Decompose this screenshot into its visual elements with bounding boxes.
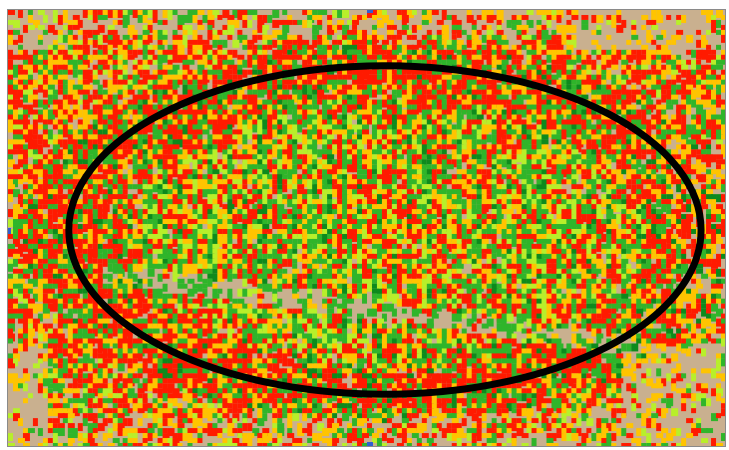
selection-handle-bottom[interactable] bbox=[367, 442, 373, 446]
classified-field-image bbox=[7, 9, 726, 447]
selection-handle-left[interactable] bbox=[8, 228, 11, 234]
vegetation-index-map bbox=[8, 10, 725, 446]
classified-pixel-layer bbox=[8, 10, 725, 446]
selection-handle-top[interactable] bbox=[367, 10, 373, 13]
highlight-ellipse bbox=[65, 62, 705, 398]
